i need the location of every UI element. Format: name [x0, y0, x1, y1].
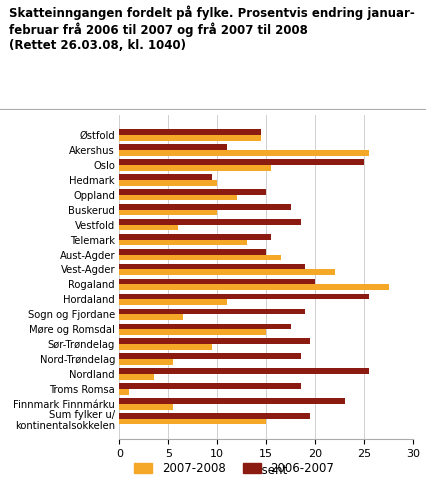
Bar: [119, 404, 173, 409]
Bar: [119, 264, 305, 269]
Bar: [119, 159, 364, 165]
Bar: [119, 269, 335, 275]
Bar: [119, 279, 315, 285]
Bar: [119, 294, 369, 299]
Bar: [119, 135, 262, 141]
Bar: [119, 398, 345, 404]
Bar: [119, 299, 227, 305]
Bar: [119, 234, 271, 240]
Bar: [119, 255, 281, 260]
Bar: [119, 324, 291, 329]
Bar: [119, 413, 310, 419]
Bar: [119, 174, 212, 180]
Bar: [119, 224, 178, 230]
Bar: [119, 204, 291, 210]
Bar: [119, 240, 247, 245]
Bar: [119, 353, 301, 359]
Bar: [119, 329, 266, 335]
Bar: [119, 189, 266, 195]
Bar: [119, 165, 271, 171]
Bar: [119, 344, 212, 350]
Bar: [119, 389, 129, 395]
Bar: [119, 219, 301, 224]
Bar: [119, 150, 369, 156]
Bar: [119, 129, 262, 135]
Bar: [119, 359, 173, 365]
Bar: [119, 144, 227, 150]
Bar: [119, 383, 301, 389]
Bar: [119, 339, 310, 344]
Bar: [119, 210, 217, 215]
Bar: [119, 314, 183, 320]
Bar: [119, 195, 237, 201]
Legend: 2007-2008, 2006-2007: 2007-2008, 2006-2007: [130, 457, 339, 480]
Bar: [119, 180, 217, 185]
Bar: [119, 308, 305, 314]
Bar: [119, 374, 154, 380]
Text: Skatteinngangen fordelt på fylke. Prosentvis endring januar-
februar frå 2006 ti: Skatteinngangen fordelt på fylke. Prosen…: [9, 5, 414, 52]
Bar: [119, 249, 266, 255]
X-axis label: Prosent: Prosent: [244, 465, 288, 477]
Bar: [119, 368, 369, 374]
Bar: [119, 419, 266, 425]
Bar: [119, 285, 389, 290]
